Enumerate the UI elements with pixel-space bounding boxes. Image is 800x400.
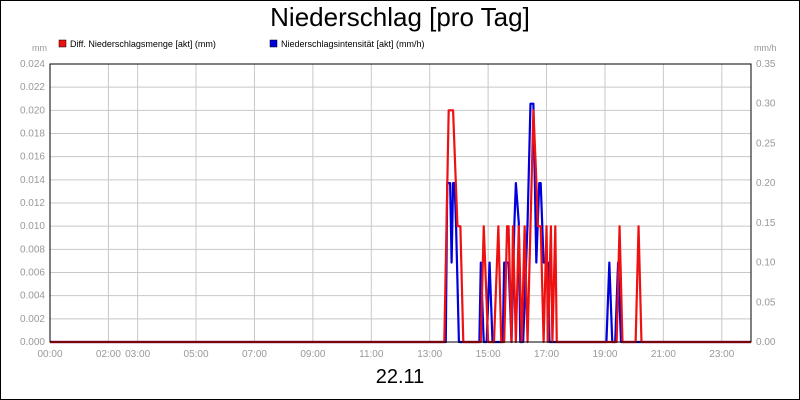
x-tick-label: 11:00: [359, 349, 384, 360]
y-left-tick-label: 0.000: [20, 337, 45, 348]
x-tick-label: 19:00: [592, 349, 617, 360]
y-right-tick-label: 0.25: [756, 138, 776, 149]
y-left-tick-labels: 0.024 0.022 0.020 0.018 0.016 0.014 0.012 0.010…: [20, 59, 45, 348]
x-tick-label: 03:00: [125, 349, 150, 360]
legend-swatch-menge: [58, 39, 67, 48]
y-right-tick-label: 0.30: [756, 99, 776, 110]
x-tick-label: 02:00: [96, 349, 121, 360]
series-lines: [50, 102, 751, 344]
y-left-tick-label: 0.010: [20, 221, 45, 232]
x-tick-label: 23:00: [709, 349, 734, 360]
series-line-intensitaet: [50, 102, 751, 344]
x-tick-label: 13:00: [417, 349, 442, 360]
y-left-tick-label: 0.004: [20, 291, 45, 302]
y-left-tick-label: 0.024: [20, 59, 45, 70]
x-tick-label: 07:00: [242, 349, 267, 360]
y-left-tick-label: 0.020: [20, 105, 45, 116]
y-left-unit: mm: [32, 43, 47, 53]
y-right-tick-label: 0.35: [756, 59, 776, 70]
x-tick-label: 05:00: [184, 349, 209, 360]
x-tick-label: 00:00: [37, 349, 62, 360]
y-left-tick-label: 0.018: [20, 129, 45, 140]
x-tick-label: 17:00: [534, 349, 559, 360]
date-label: 22.11: [375, 366, 425, 388]
legend-swatch-intensitaet: [269, 39, 278, 48]
legend: Diff. Niederschlagsmenge [akt] (mm) Nied…: [58, 39, 425, 49]
x-tick-label: 15:00: [476, 349, 501, 360]
plot-area-border: [49, 63, 752, 343]
legend-label-menge: Diff. Niederschlagsmenge [akt] (mm): [70, 39, 216, 49]
y-right-tick-label: 0.20: [756, 178, 776, 189]
y-left-tick-label: 0.006: [20, 268, 45, 279]
y-left-tick-label: 0.002: [20, 314, 45, 325]
y-right-tick-label: 0.00: [756, 337, 776, 348]
y-left-tick-label: 0.012: [20, 198, 45, 209]
y-right-tick-label: 0.15: [756, 218, 776, 229]
y-left-tick-label: 0.014: [20, 175, 45, 186]
x-tick-labels: 00:00 02:00 03:00 05:00 07:00 09:00 11:00 13:00…: [37, 349, 734, 360]
grid: [49, 63, 751, 343]
y-left-tick-label: 0.008: [20, 244, 45, 255]
y-right-tick-label: 0.10: [756, 258, 776, 269]
legend-label-intensitaet: Niederschlagsintensität [akt] (mm/h): [281, 39, 425, 49]
chart-title: Niederschlag [pro Tag]: [270, 2, 530, 32]
y-left-tick-label: 0.022: [20, 82, 45, 93]
x-tick-label: 21:00: [651, 349, 676, 360]
y-right-tick-label: 0.05: [756, 297, 776, 308]
y-right-unit: mm/h: [754, 43, 777, 53]
x-tick-label: 09:00: [300, 349, 325, 360]
y-right-tick-labels: 0.35 0.30 0.25 0.20 0.15 0.10 0.05 0.00: [756, 59, 776, 348]
y-left-tick-label: 0.016: [20, 152, 45, 163]
